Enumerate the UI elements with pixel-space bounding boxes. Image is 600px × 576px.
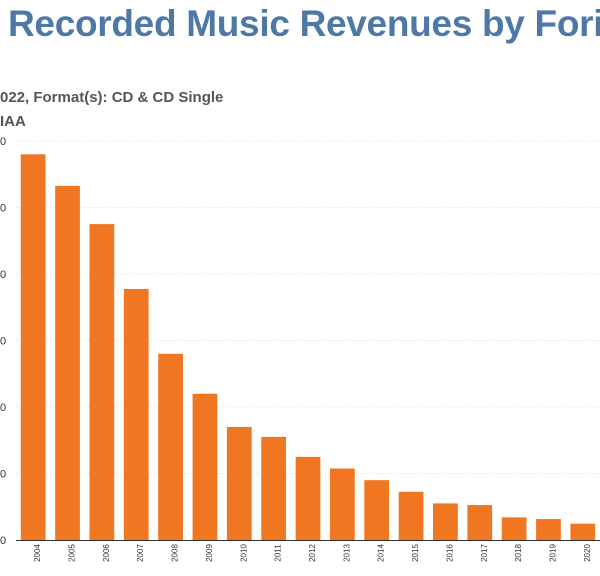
bar-2014 — [364, 480, 390, 540]
bar-2010 — [226, 426, 252, 540]
chart-subtitle: 022, Format(s): CD & CD Single — [0, 89, 224, 106]
x-tick-label: 2016 — [445, 544, 454, 562]
y-tick-label: 0 — [0, 136, 6, 148]
bar-2008 — [158, 353, 183, 540]
x-tick-label: 2006 — [102, 544, 111, 562]
x-tick-label: 2009 — [205, 544, 214, 562]
y-tick-label: 0 — [0, 269, 6, 281]
bar-2012 — [295, 456, 321, 540]
y-tick-label: 0 — [0, 203, 6, 215]
x-tick-label: 2005 — [68, 544, 77, 562]
x-tick-label: 2011 — [274, 544, 283, 562]
bar-2007 — [123, 288, 149, 540]
y-tick-label: 0 — [0, 402, 6, 414]
bar-2019 — [536, 519, 561, 540]
x-tick-label: 2007 — [136, 544, 145, 562]
bar-2015 — [398, 491, 424, 540]
x-tick-label: 2008 — [171, 544, 180, 562]
chart-title: Recorded Music Revenues by Fori — [8, 3, 600, 44]
bar-2005 — [55, 185, 80, 540]
x-tick-label: 2010 — [239, 544, 248, 562]
bar-2017 — [467, 505, 493, 540]
x-tick-label: 2013 — [342, 544, 351, 562]
y-tick-label: 0 — [0, 535, 6, 547]
x-tick-label: 2017 — [480, 544, 489, 562]
y-tick-label: 0 — [0, 336, 6, 348]
bar-2006 — [89, 224, 115, 540]
x-tick-label: 2019 — [548, 544, 557, 562]
x-tick-label: 2020 — [583, 544, 592, 562]
bar-2004 — [20, 154, 46, 541]
bar-2011 — [261, 436, 287, 540]
y-tick-label: 0 — [0, 469, 6, 481]
bar-2020 — [570, 523, 596, 540]
x-tick-label: 2014 — [377, 544, 386, 562]
chart-source: IAA — [0, 113, 26, 130]
x-tick-label: 2004 — [33, 544, 42, 562]
bar-2018 — [501, 517, 527, 540]
bar-2016 — [433, 503, 458, 540]
x-tick-label: 2015 — [411, 544, 420, 562]
x-tick-label: 2018 — [514, 544, 523, 562]
bar-2013 — [329, 468, 355, 540]
bar-2009 — [192, 393, 218, 540]
x-tick-label: 2012 — [308, 544, 317, 562]
